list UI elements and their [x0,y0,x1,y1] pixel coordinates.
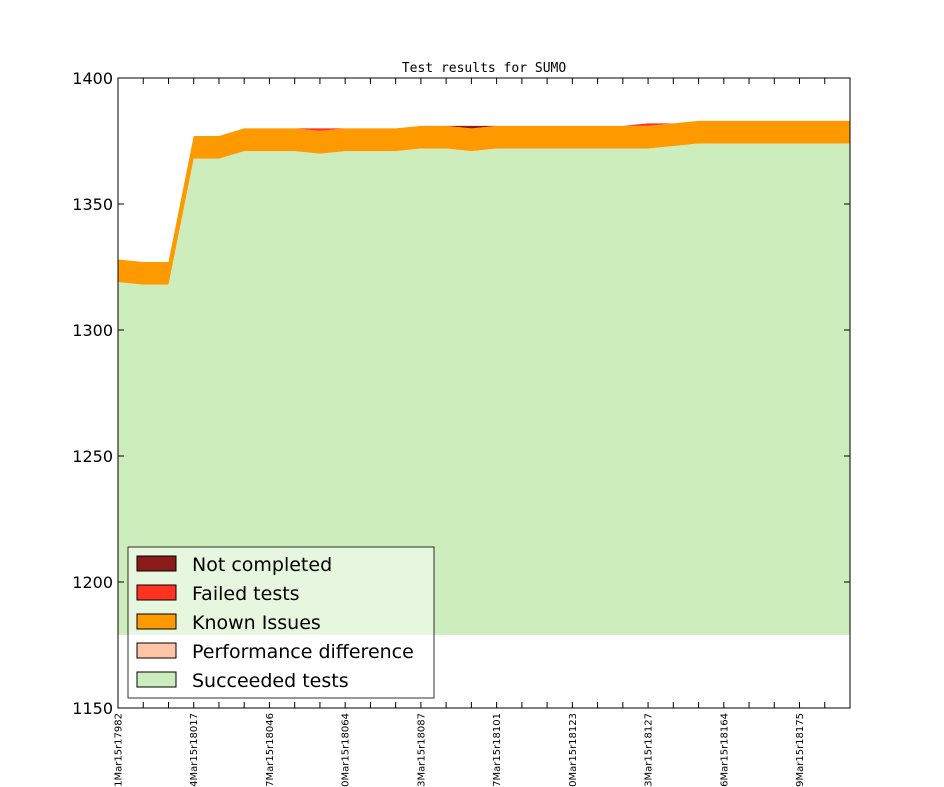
x-tick-label: 1Mar15r17982 [114,713,125,787]
legend-box [127,546,435,699]
x-tick-label: 0Mar15r18123 [568,713,579,787]
y-tick-label: 1350 [72,195,113,214]
chart-title: Test results for SUMO [402,61,567,76]
legend-label-not-completed: Not completed [192,554,332,576]
legend-label-performance-difference: Performance difference [192,641,414,663]
x-tick-label: 9Mar15r18175 [795,713,806,787]
x-tick-label: 4Mar15r18017 [189,713,200,787]
y-tick-label: 1150 [72,699,113,718]
legend-swatch-not-completed [136,555,177,572]
legend-label-known-issues: Known Issues [192,612,321,634]
legend-label-succeeded-tests: Succeeded tests [192,670,349,692]
series-area-succeeded-tests [118,143,850,635]
axes-frame [117,77,851,709]
legend-swatch-known-issues [136,613,177,630]
x-tick-label: 0Mar15r18064 [341,713,352,787]
legend-swatch-performance-difference [136,642,177,659]
legend-label-failed-tests: Failed tests [192,583,300,605]
y-tick-label: 1200 [72,573,113,592]
legend-swatch-failed-tests [136,584,177,601]
legend-swatch-succeeded-tests [136,671,177,688]
y-tick-label: 1400 [72,69,113,88]
x-tick-label: 6Mar15r18164 [719,713,730,787]
x-tick-label: 7Mar15r18046 [265,713,276,787]
legend: Not completed Failed tests Known Issues Per… [127,546,435,699]
x-tick-label: 3Mar15r18127 [644,713,655,787]
x-tick-label: 3Mar15r18087 [416,713,427,787]
series-area-known-issues [118,120,850,285]
x-tick-label: 7Mar15r18101 [492,713,503,787]
y-tick-label: 1300 [72,321,113,340]
y-tick-label: 1250 [72,447,113,466]
